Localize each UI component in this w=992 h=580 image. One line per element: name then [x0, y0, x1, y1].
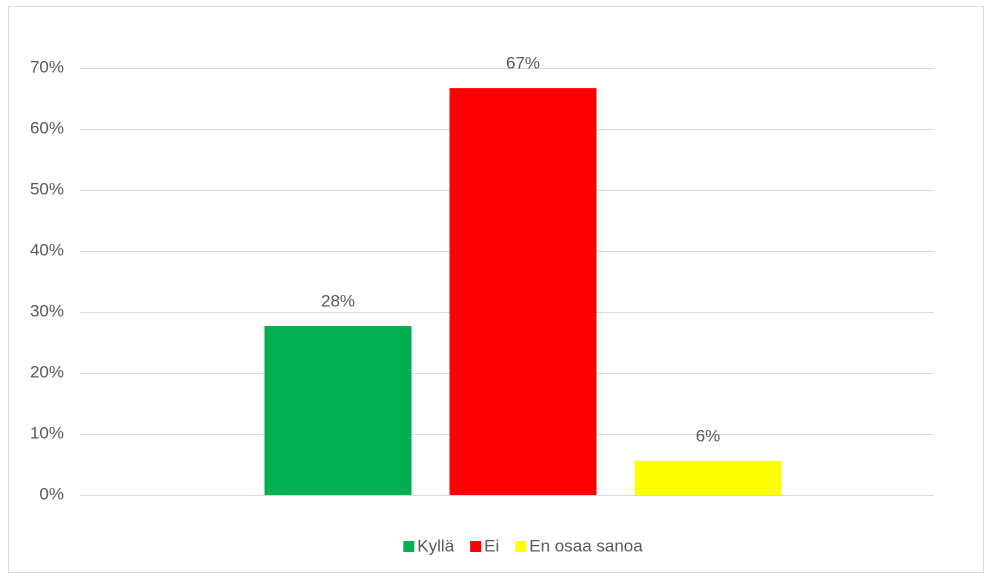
y-tick-label: 50%	[30, 179, 64, 198]
y-tick-label: 30%	[30, 301, 64, 320]
y-tick-label: 70%	[30, 57, 64, 76]
y-tick-label: 10%	[30, 423, 64, 442]
legend-swatch	[403, 541, 415, 552]
bar	[634, 460, 782, 495]
legend-label: Ei	[484, 536, 499, 555]
legend-swatch	[470, 541, 482, 552]
y-tick-label: 20%	[30, 362, 64, 381]
bar	[449, 88, 597, 495]
data-label: 67%	[506, 54, 540, 73]
legend-swatch	[515, 541, 527, 552]
data-label: 28%	[321, 292, 355, 311]
y-tick-label: 0%	[39, 484, 64, 503]
legend-label: En osaa sanoa	[529, 536, 643, 555]
data-label: 6%	[696, 426, 721, 445]
legend-label: Kyllä	[417, 536, 454, 555]
bar	[264, 326, 412, 495]
y-tick-label: 40%	[30, 240, 64, 259]
y-tick-label: 60%	[30, 118, 64, 137]
